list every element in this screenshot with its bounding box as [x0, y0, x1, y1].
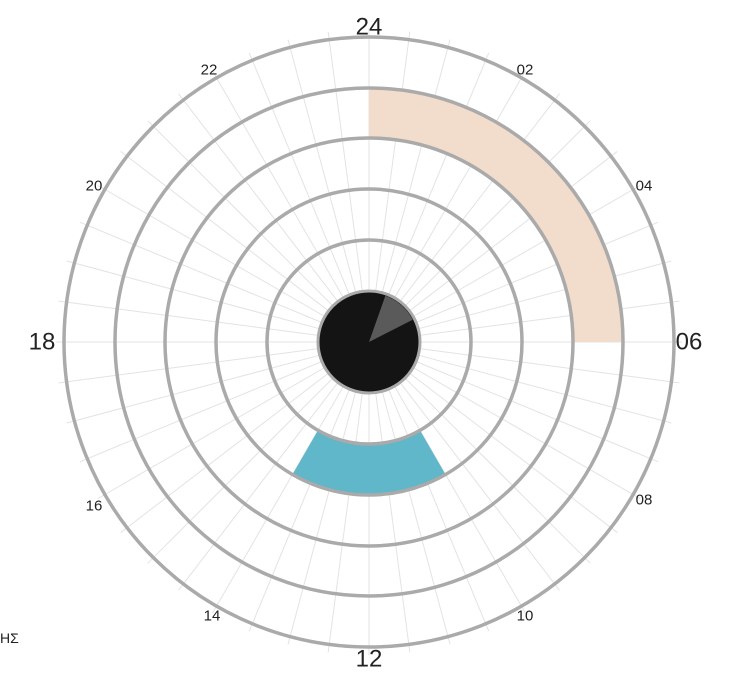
spoke-line: [381, 39, 451, 293]
hour-label-10: 10: [517, 608, 534, 625]
rings: [62, 35, 676, 649]
spoke-line: [404, 377, 591, 564]
spoke-line: [327, 31, 363, 292]
spoke-line: [419, 348, 680, 384]
peach-segment: [369, 88, 623, 342]
spoke-line: [412, 185, 641, 317]
ring-3: [163, 136, 575, 548]
spoke-line: [287, 39, 357, 293]
hour-spokes: [56, 29, 682, 655]
ring-4: [113, 86, 625, 598]
spoke-line: [409, 151, 618, 312]
spoke-line: [409, 372, 618, 533]
spoke-line: [388, 388, 490, 632]
spoke-line: [178, 93, 339, 302]
spoke-line: [79, 221, 323, 323]
spoke-line: [418, 354, 672, 424]
ring-2: [214, 187, 524, 497]
hour-label-04: 04: [636, 178, 653, 195]
spoke-line: [147, 120, 334, 307]
spoke-line: [419, 300, 680, 336]
spoke-line: [399, 382, 560, 591]
spoke-line: [287, 391, 357, 645]
spoke-line: [375, 392, 411, 653]
spoke-line: [58, 300, 319, 336]
spoke-line: [66, 260, 320, 330]
spoke-line: [79, 361, 323, 463]
spoke-line: [388, 52, 490, 296]
spoke-line: [97, 185, 326, 317]
spoke-line: [375, 31, 411, 292]
spoke-line: [399, 93, 560, 302]
ring-1: [265, 238, 473, 446]
footer-text: ΗΣ: [0, 630, 19, 646]
spoke-line: [412, 367, 641, 499]
ring-5: [62, 35, 676, 649]
center-wedge: [369, 295, 413, 342]
segments: [292, 88, 623, 495]
spoke-line: [120, 151, 329, 312]
spoke-line: [248, 388, 350, 632]
spoke-line: [147, 377, 334, 564]
hour-label-22: 22: [201, 62, 218, 79]
spoke-line: [415, 221, 659, 323]
hour-label-18: 18: [29, 329, 56, 356]
spoke-line: [97, 367, 326, 499]
hour-label-02: 02: [517, 62, 534, 79]
hour-label-16: 16: [86, 498, 103, 515]
spoke-line: [248, 52, 350, 296]
hour-label-14: 14: [204, 608, 221, 625]
spoke-line: [415, 361, 659, 463]
hour-label-24: 24: [356, 14, 383, 41]
spoke-line: [381, 391, 451, 645]
spoke-line: [394, 70, 526, 299]
center-disc: [316, 289, 422, 395]
spoke-line: [120, 372, 329, 533]
spoke-line: [327, 392, 363, 653]
spoke-line: [418, 260, 672, 330]
spoke-line: [404, 120, 591, 307]
hour-label-06: 06: [676, 329, 703, 356]
spoke-line: [178, 382, 339, 591]
spoke-line: [212, 385, 344, 614]
spoke-line: [394, 385, 526, 614]
spoke-line: [66, 354, 320, 424]
blue-segment: [292, 430, 446, 495]
spoke-line: [212, 70, 344, 299]
hour-label-20: 20: [86, 178, 103, 195]
hour-label-12: 12: [356, 646, 383, 673]
hour-label-08: 08: [636, 492, 653, 509]
spoke-line: [58, 348, 319, 384]
